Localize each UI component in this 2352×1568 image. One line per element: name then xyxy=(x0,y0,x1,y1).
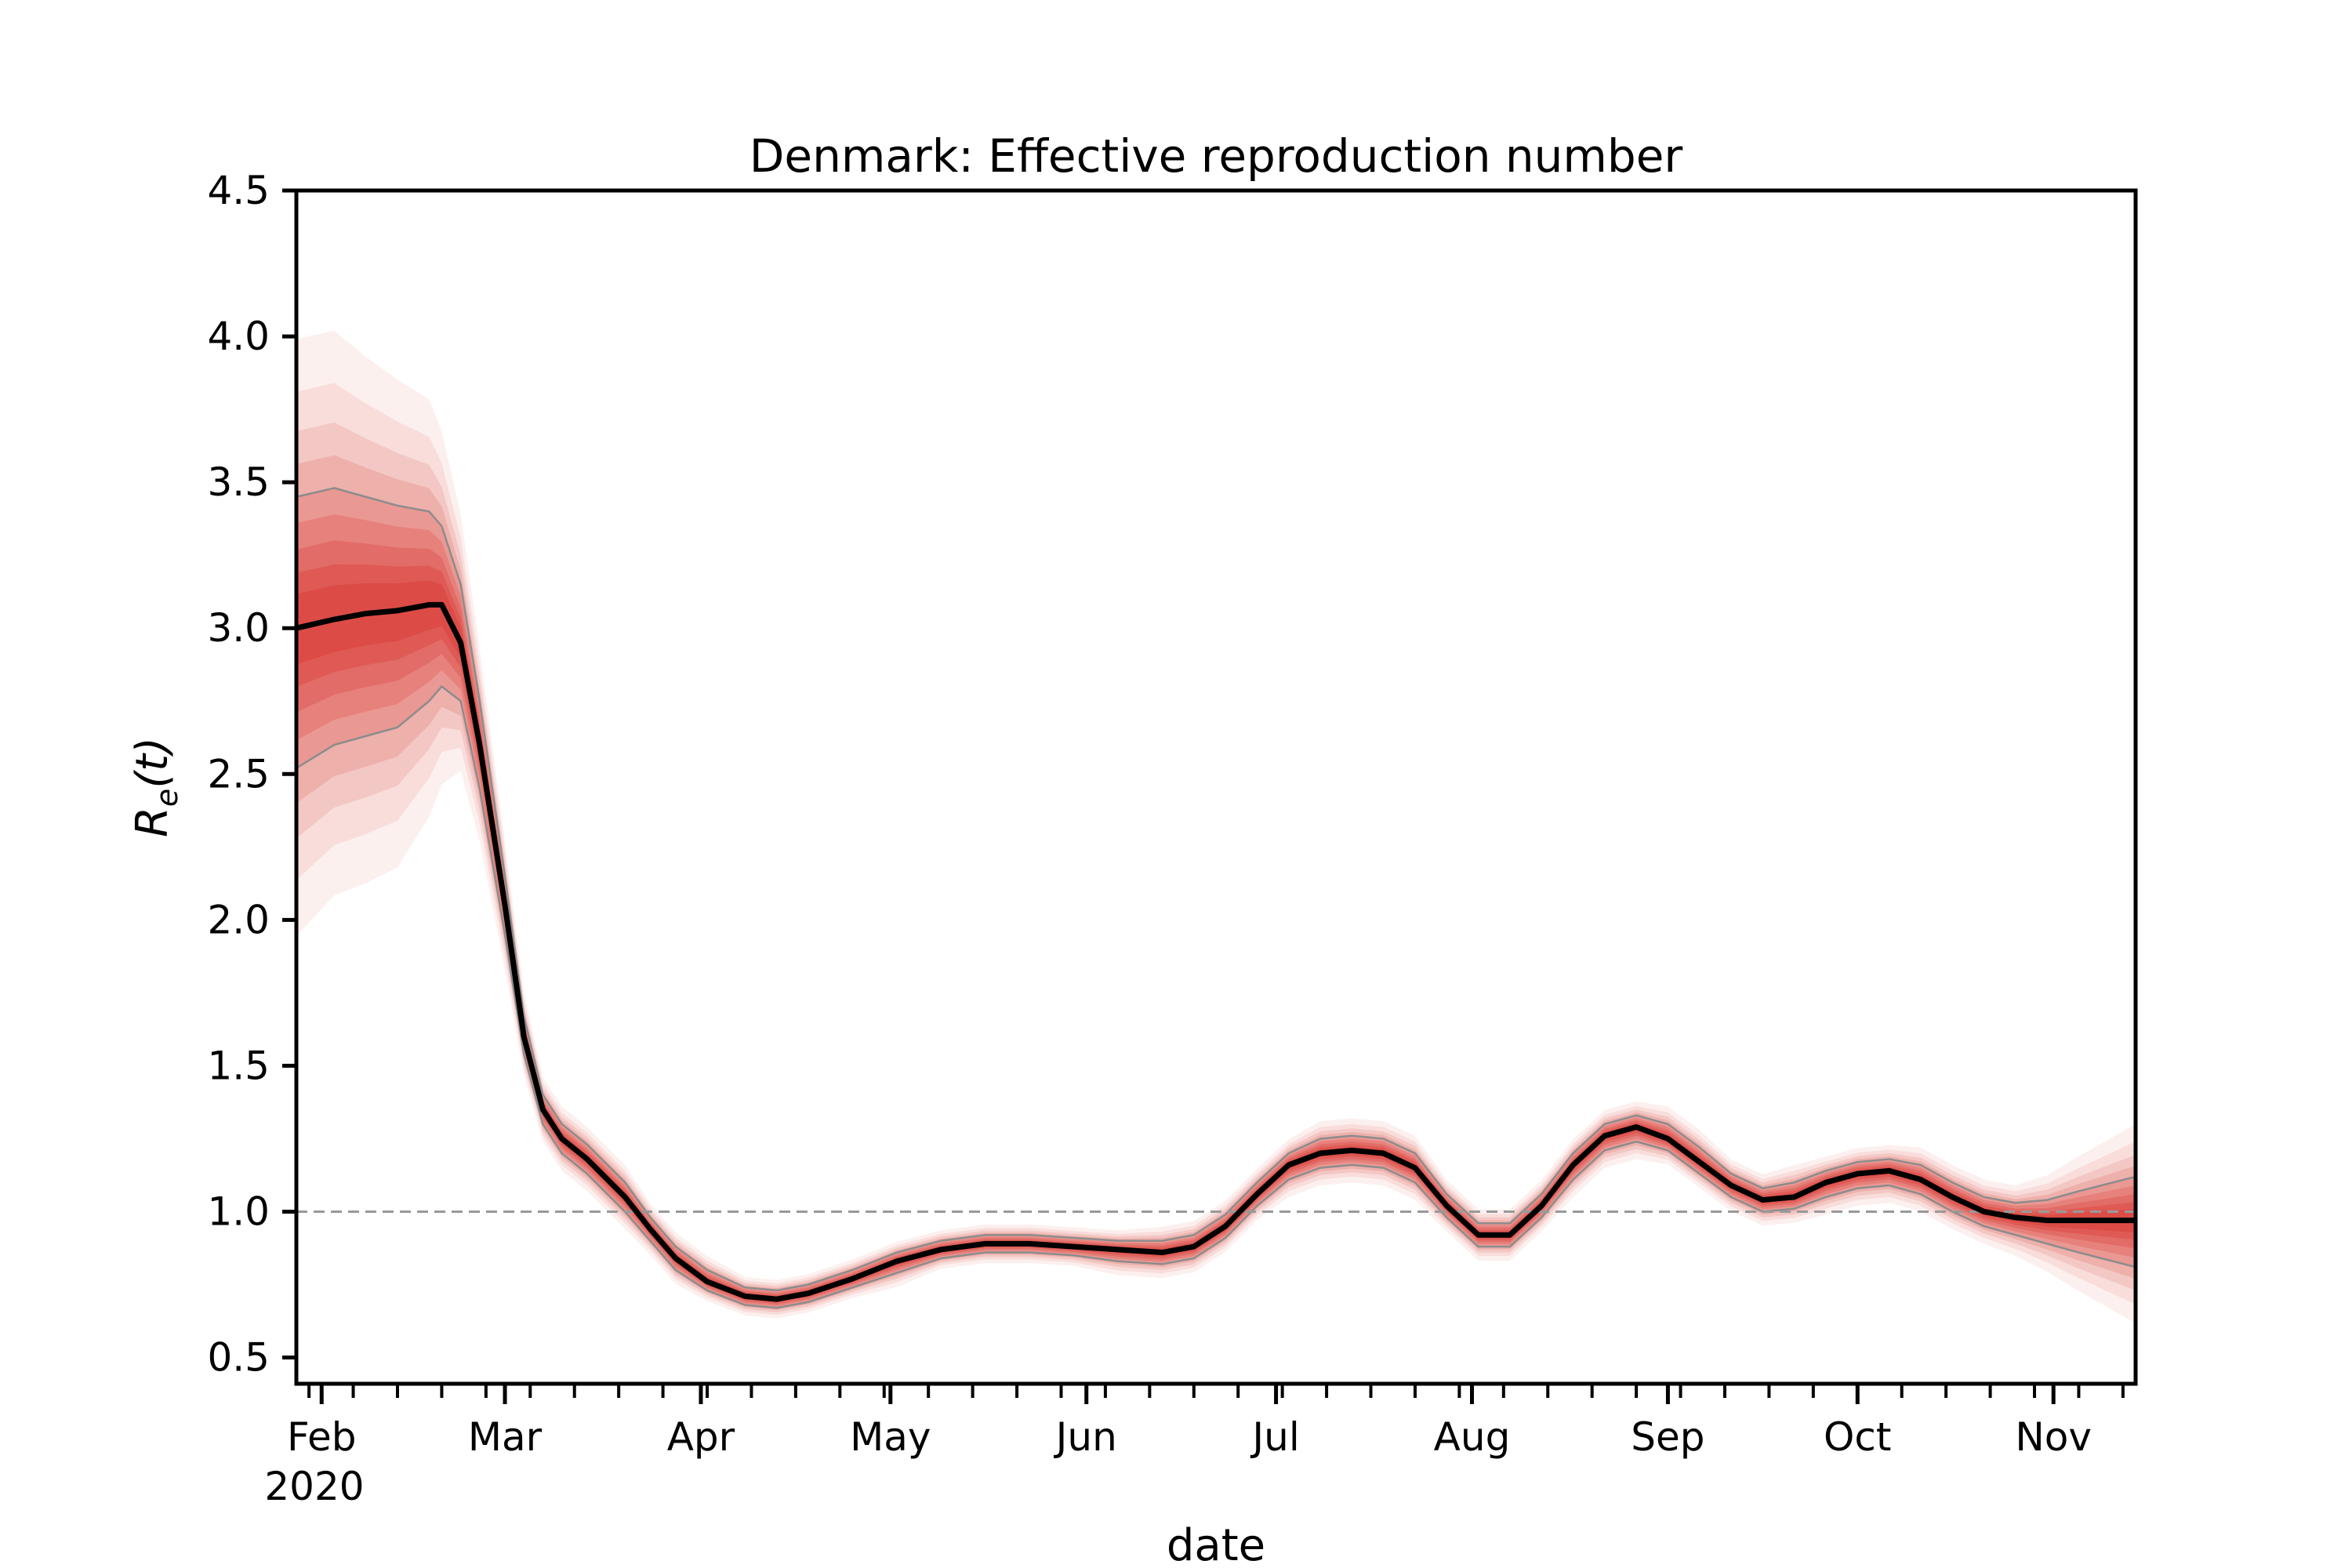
y-axis: 0.5 1.0 1.5 2.0 2.5 3.0 3.5 4.0 4.5 xyxy=(207,168,296,1381)
y-tick-label: 3.0 xyxy=(207,605,270,651)
band-layer xyxy=(296,330,2136,1323)
y-axis-label-argument: (t) xyxy=(127,737,178,789)
y-tick-label: 2.0 xyxy=(207,897,270,942)
x-tick-label: Aug xyxy=(1434,1414,1511,1460)
y-tick-label: 2.5 xyxy=(207,751,270,797)
credible-interval-lines xyxy=(296,487,2136,1309)
x-tick-label: Apr xyxy=(667,1414,735,1460)
x-tick-label: Feb xyxy=(287,1414,357,1460)
y-axis-label-symbol: R xyxy=(127,807,178,837)
x-tick-label: Jul xyxy=(1250,1414,1299,1460)
y-tick-label: 0.5 xyxy=(207,1335,270,1381)
x-axis-label: date xyxy=(1167,1520,1265,1568)
uncertainty-bands xyxy=(296,330,2136,1323)
chart-title: Denmark: Effective reproduction number xyxy=(750,129,1683,183)
year-label: 2020 xyxy=(264,1464,364,1509)
y-tick-label: 4.0 xyxy=(207,314,270,359)
y-tick-label: 4.5 xyxy=(207,168,270,213)
band-layer xyxy=(296,383,2136,1316)
x-tick-label: Oct xyxy=(1824,1414,1891,1460)
x-tick-label: Sep xyxy=(1631,1414,1704,1460)
y-tick-label: 1.0 xyxy=(207,1189,270,1234)
y-axis-label-subscript: e xyxy=(150,789,184,807)
x-axis: Feb Mar Apr May Jun Jul Aug Sep Oct Nov xyxy=(287,1384,2125,1460)
ci-upper-line xyxy=(296,487,2136,1292)
x-tick-label: Jun xyxy=(1054,1414,1117,1460)
y-tick-label: 1.5 xyxy=(207,1043,270,1088)
plot-area xyxy=(296,330,2136,1323)
x-tick-label: Mar xyxy=(468,1414,543,1460)
ci-lower-line xyxy=(296,684,2136,1309)
x-tick-label: Nov xyxy=(2015,1414,2092,1460)
median-line xyxy=(296,601,2136,1302)
plot-frame xyxy=(294,188,2138,1386)
x-tick-label: May xyxy=(850,1414,931,1460)
y-tick-label: 3.5 xyxy=(207,459,270,505)
y-axis-label: Re(t) xyxy=(127,737,184,837)
